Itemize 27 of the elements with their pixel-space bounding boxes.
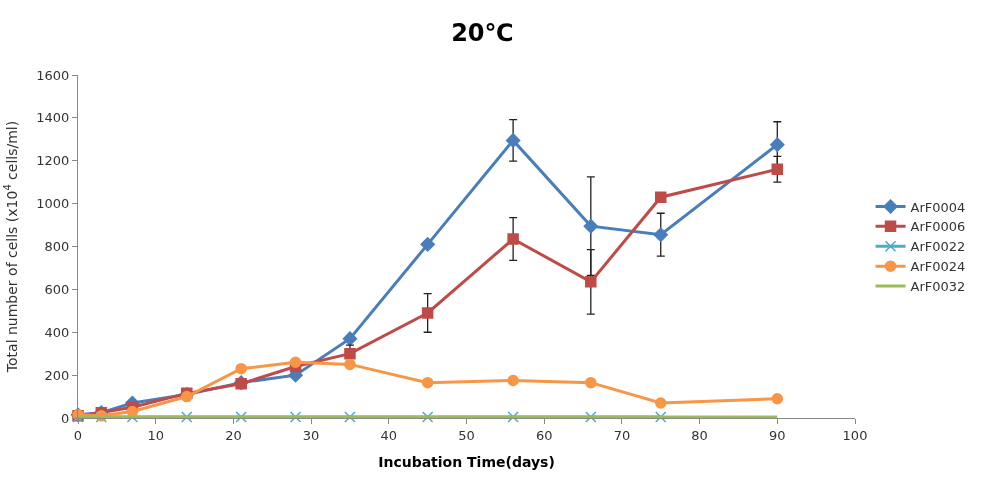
y-tick-label: 0: [61, 410, 70, 426]
x-tick-label: 10: [147, 427, 164, 443]
y-tick-label: 400: [44, 324, 70, 340]
x-tick-label: 60: [535, 427, 553, 443]
x-tick-label: 90: [769, 427, 786, 443]
y-tick-label: 800: [44, 239, 70, 255]
x-tick-label: 50: [458, 427, 475, 443]
y-tick-label: 1600: [36, 67, 70, 83]
y-tick-label: 1000: [36, 196, 70, 212]
legend-label: ArF0032: [910, 279, 966, 295]
legend-label: ArF0022: [910, 239, 966, 255]
x-tick-label: 0: [73, 427, 83, 443]
y-tick-label: 200: [44, 367, 70, 383]
x-tick-label: 70: [613, 427, 631, 443]
x-tick-label: 30: [302, 427, 320, 443]
x-tick-label: 20: [225, 427, 242, 443]
x-tick-label: 100: [842, 427, 868, 443]
y-tick-label: 600: [44, 281, 70, 297]
y-tick-label: 1400: [36, 110, 70, 126]
x-tick-label: 40: [380, 427, 398, 443]
chart-title: 20℃: [451, 18, 514, 47]
y-tick-label: 1200: [36, 153, 70, 169]
legend-label: ArF0006: [910, 219, 966, 235]
legend-label: ArF0004: [910, 199, 966, 215]
legend-label: ArF0024: [910, 259, 966, 275]
x-tick-label: 80: [691, 427, 708, 443]
x-axis-title: Incubation Time(days): [378, 453, 555, 470]
